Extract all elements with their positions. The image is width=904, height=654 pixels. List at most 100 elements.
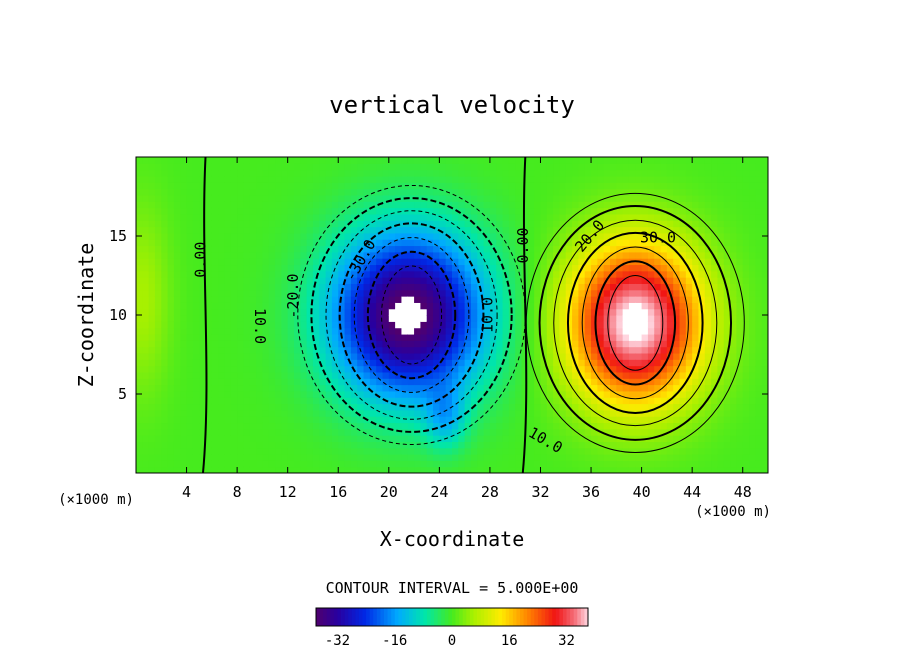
heatmap-cell (249, 371, 257, 379)
heatmap-cell (300, 321, 308, 329)
heatmap-cell (685, 346, 693, 354)
heatmap-cell (173, 460, 181, 468)
heatmap-cell (243, 226, 251, 234)
heatmap-cell (294, 169, 301, 177)
heatmap-cell (338, 409, 346, 417)
heatmap-cell (755, 359, 763, 367)
heatmap-cell (350, 447, 358, 455)
heatmap-cell (635, 245, 643, 253)
heatmap-cell (148, 302, 156, 310)
heatmap-cell (350, 409, 358, 417)
heatmap-cell (559, 258, 567, 266)
heatmap-cell (319, 416, 327, 424)
heatmap-cell (692, 245, 700, 253)
heatmap-cell (331, 283, 339, 291)
heatmap-cell (470, 289, 478, 297)
heatmap-cell (192, 371, 200, 379)
heatmap-cell (698, 277, 706, 284)
heatmap-cell (186, 302, 194, 310)
heatmap-cell (300, 346, 308, 354)
heatmap-cell (401, 409, 409, 417)
heatmap-cell (401, 308, 409, 316)
heatmap-cell (426, 359, 434, 367)
heatmap-cell (154, 403, 162, 411)
heatmap-cell (515, 397, 523, 405)
heatmap-cell (154, 333, 162, 341)
heatmap-cell (616, 194, 624, 202)
heatmap-cell (426, 226, 434, 234)
heatmap-cell (508, 188, 516, 196)
heatmap-cell (742, 441, 750, 449)
heatmap-cell (167, 163, 175, 171)
heatmap-cell (281, 365, 289, 373)
heatmap-cell (230, 333, 238, 341)
heatmap-cell (161, 321, 169, 329)
heatmap-cell (395, 296, 403, 303)
heatmap-cell (527, 315, 535, 322)
heatmap-cell (515, 454, 523, 461)
heatmap-cell (350, 188, 358, 196)
heatmap-cell (350, 378, 358, 386)
heatmap-cell (711, 239, 719, 247)
heatmap-cell (755, 466, 763, 473)
heatmap-cell (527, 277, 535, 284)
heatmap-cell (534, 289, 542, 297)
heatmap-cell (603, 315, 611, 322)
heatmap-cell (622, 194, 630, 202)
heatmap-cell (281, 182, 289, 190)
heatmap-cell (142, 163, 150, 171)
heatmap-cell (477, 245, 485, 253)
heatmap-cell (294, 283, 301, 291)
heatmap-cell (736, 340, 744, 348)
heatmap-cell (382, 460, 390, 468)
heatmap-cell (306, 175, 314, 183)
heatmap-cell (616, 245, 624, 253)
heatmap-cell (154, 435, 162, 442)
heatmap-cell (508, 409, 516, 417)
heatmap-cell (230, 245, 238, 253)
heatmap-cell (730, 296, 737, 303)
heatmap-cell (730, 277, 737, 284)
heatmap-cell (559, 422, 567, 430)
heatmap-cell (439, 371, 447, 379)
heatmap-cell (515, 416, 523, 424)
heatmap-cell (559, 157, 567, 164)
heatmap-cell (281, 277, 289, 284)
heatmap-cell (489, 359, 497, 367)
heatmap-cell (515, 327, 523, 335)
heatmap-cell (407, 245, 415, 253)
heatmap-cell (173, 258, 181, 266)
heatmap-cell (363, 289, 371, 297)
heatmap-cell (211, 245, 219, 253)
heatmap-cell (635, 403, 643, 411)
heatmap-cell (730, 428, 737, 436)
heatmap-cell (300, 441, 308, 449)
heatmap-cell (287, 359, 295, 367)
heatmap-cell (224, 213, 232, 221)
heatmap-cell (237, 466, 245, 473)
heatmap-cell (142, 232, 150, 240)
heatmap-cell (660, 428, 668, 436)
heatmap-cell (572, 207, 579, 215)
heatmap-cell (685, 302, 693, 310)
heatmap-cell (704, 163, 712, 171)
heatmap-cell (616, 277, 624, 284)
heatmap-cell (666, 308, 674, 316)
heatmap-cell (249, 239, 257, 247)
heatmap-cell (395, 441, 403, 449)
heatmap-cell (382, 220, 390, 228)
heatmap-cell (350, 251, 358, 259)
heatmap-cell (761, 308, 768, 316)
heatmap-cell (439, 340, 447, 348)
heatmap-cell (616, 365, 624, 373)
heatmap-cell (698, 428, 706, 436)
heatmap-cell (357, 163, 365, 171)
heatmap-cell (148, 163, 156, 171)
heatmap-cell (534, 302, 542, 310)
heatmap-cell (294, 321, 301, 329)
heatmap-cell (527, 428, 535, 436)
heatmap-cell (736, 226, 744, 234)
heatmap-cell (616, 201, 624, 209)
heatmap-cell (211, 264, 219, 272)
heatmap-cell (294, 422, 301, 430)
